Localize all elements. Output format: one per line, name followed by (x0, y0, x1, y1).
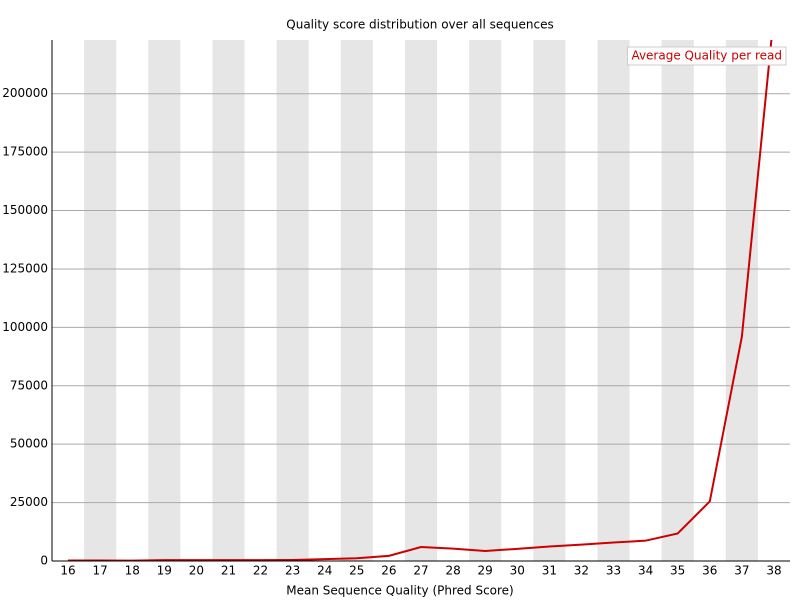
x-tick-label: 27 (413, 564, 428, 578)
y-tick-label: 175000 (2, 145, 48, 159)
band (661, 40, 694, 561)
y-tick-label: 75000 (10, 378, 48, 392)
x-tick-label: 23 (285, 564, 300, 578)
y-tick-label: 125000 (2, 261, 48, 275)
x-tick-label: 32 (574, 564, 589, 578)
x-tick-label: 20 (189, 564, 204, 578)
x-tick-label: 33 (606, 564, 621, 578)
band (276, 40, 309, 561)
x-tick-label: 30 (510, 564, 525, 578)
x-tick-label: 26 (381, 564, 396, 578)
band (404, 40, 438, 561)
x-tick-label: 34 (638, 564, 653, 578)
x-tick-label: 35 (670, 564, 685, 578)
legend-label: Average Quality per read (631, 49, 782, 63)
y-tick-label: 0 (40, 554, 48, 568)
y-tick-label: 50000 (10, 437, 48, 451)
y-tick-label: 150000 (2, 203, 48, 217)
band (84, 40, 117, 561)
x-tick-label: 18 (125, 564, 140, 578)
x-tick-label: 16 (60, 564, 75, 578)
band (340, 40, 373, 561)
band (469, 40, 502, 561)
y-tick-label: 25000 (10, 495, 48, 509)
x-tick-label: 36 (702, 564, 717, 578)
band (533, 40, 566, 561)
legend-box (626, 46, 787, 66)
x-tick-label: 17 (92, 564, 107, 578)
x-tick-label: 21 (221, 564, 236, 578)
x-tick-label: 24 (317, 564, 332, 578)
x-tick-label: 25 (349, 564, 364, 578)
x-tick-label: 19 (157, 564, 172, 578)
band (597, 40, 630, 561)
x-tick-label: 22 (253, 564, 268, 578)
x-tick-label: 38 (766, 564, 781, 578)
band (212, 40, 245, 561)
x-axis-label: Mean Sequence Quality (Phred Score) (286, 584, 514, 598)
y-tick-label: 100000 (2, 320, 48, 334)
band (148, 40, 181, 561)
band (725, 40, 758, 561)
x-tick-label: 28 (445, 564, 460, 578)
y-tick-label: 200000 (2, 86, 48, 100)
data-line (68, 40, 773, 561)
chart-title: Quality score distribution over all sequ… (286, 18, 553, 32)
x-tick-label: 31 (542, 564, 557, 578)
x-tick-label: 29 (478, 564, 493, 578)
x-tick-label: 37 (734, 564, 749, 578)
